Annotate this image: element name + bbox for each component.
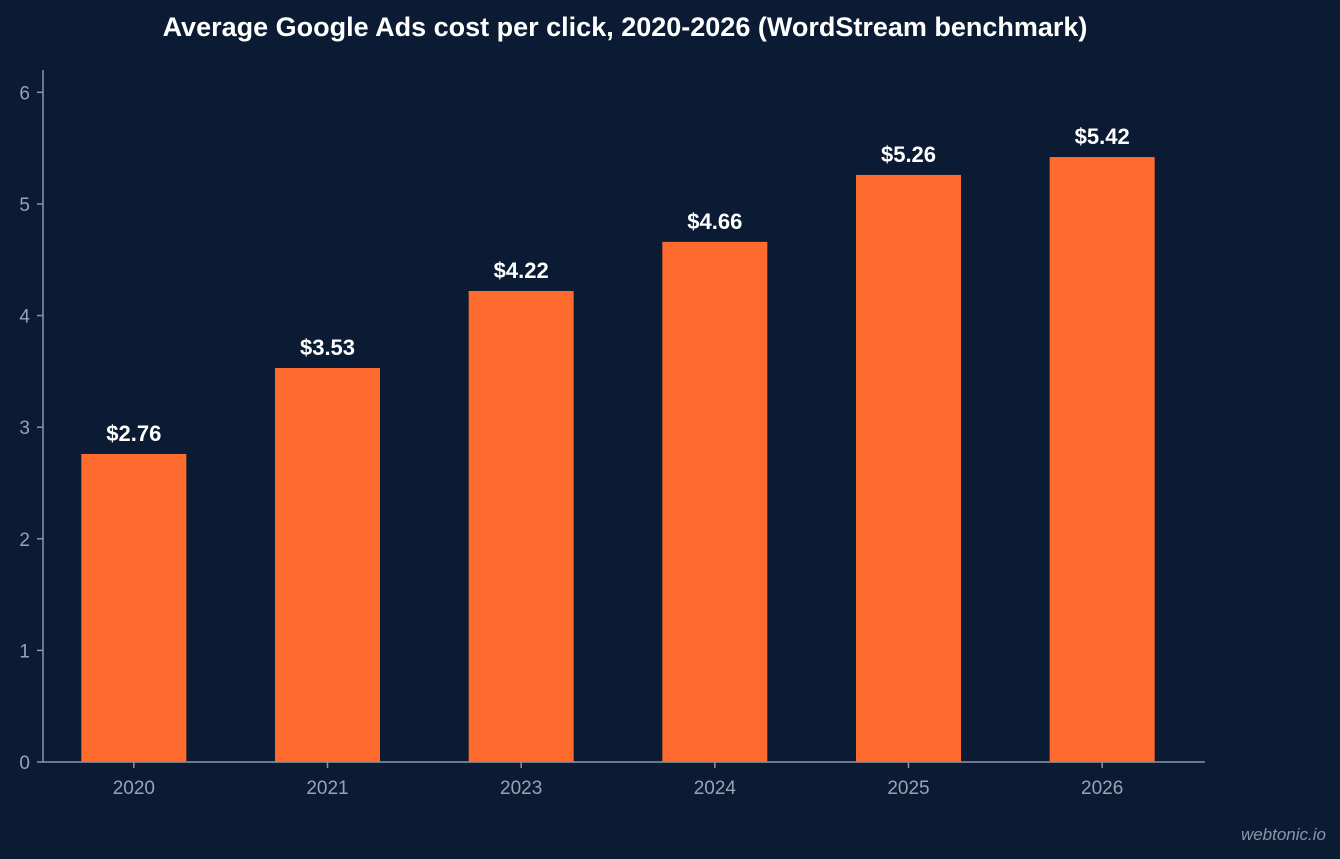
x-tick-label: 2024 (694, 778, 737, 799)
bar (81, 453, 187, 762)
x-tick-label: 2023 (500, 778, 542, 799)
bar (856, 174, 961, 762)
y-tick-label: 6 (19, 83, 30, 104)
bar-value-label: $4.66 (687, 209, 742, 234)
y-tick-label: 1 (19, 641, 30, 662)
y-tick-label: 4 (19, 307, 30, 328)
bar-value-label: $3.53 (300, 335, 355, 360)
bar-value-label: $4.22 (494, 258, 549, 283)
bar (1049, 157, 1155, 763)
chart-title: Average Google Ads cost per click, 2020-… (162, 12, 1088, 42)
bar (468, 290, 574, 762)
x-tick-label: 2020 (113, 778, 155, 799)
y-tick-label: 3 (19, 418, 30, 439)
bar (275, 368, 380, 762)
y-tick-label: 0 (19, 753, 30, 774)
watermark: webtonic.io (1240, 825, 1326, 844)
bar-value-label: $5.42 (1075, 124, 1130, 149)
y-tick-label: 2 (19, 530, 30, 551)
x-tick-label: 2026 (1081, 778, 1123, 799)
bar-value-label: $2.76 (106, 421, 161, 446)
bar (662, 241, 768, 763)
x-tick-label: 2025 (887, 778, 929, 799)
x-tick-label: 2021 (306, 778, 348, 799)
y-tick-label: 5 (19, 195, 30, 216)
bar-value-label: $5.26 (881, 142, 936, 167)
